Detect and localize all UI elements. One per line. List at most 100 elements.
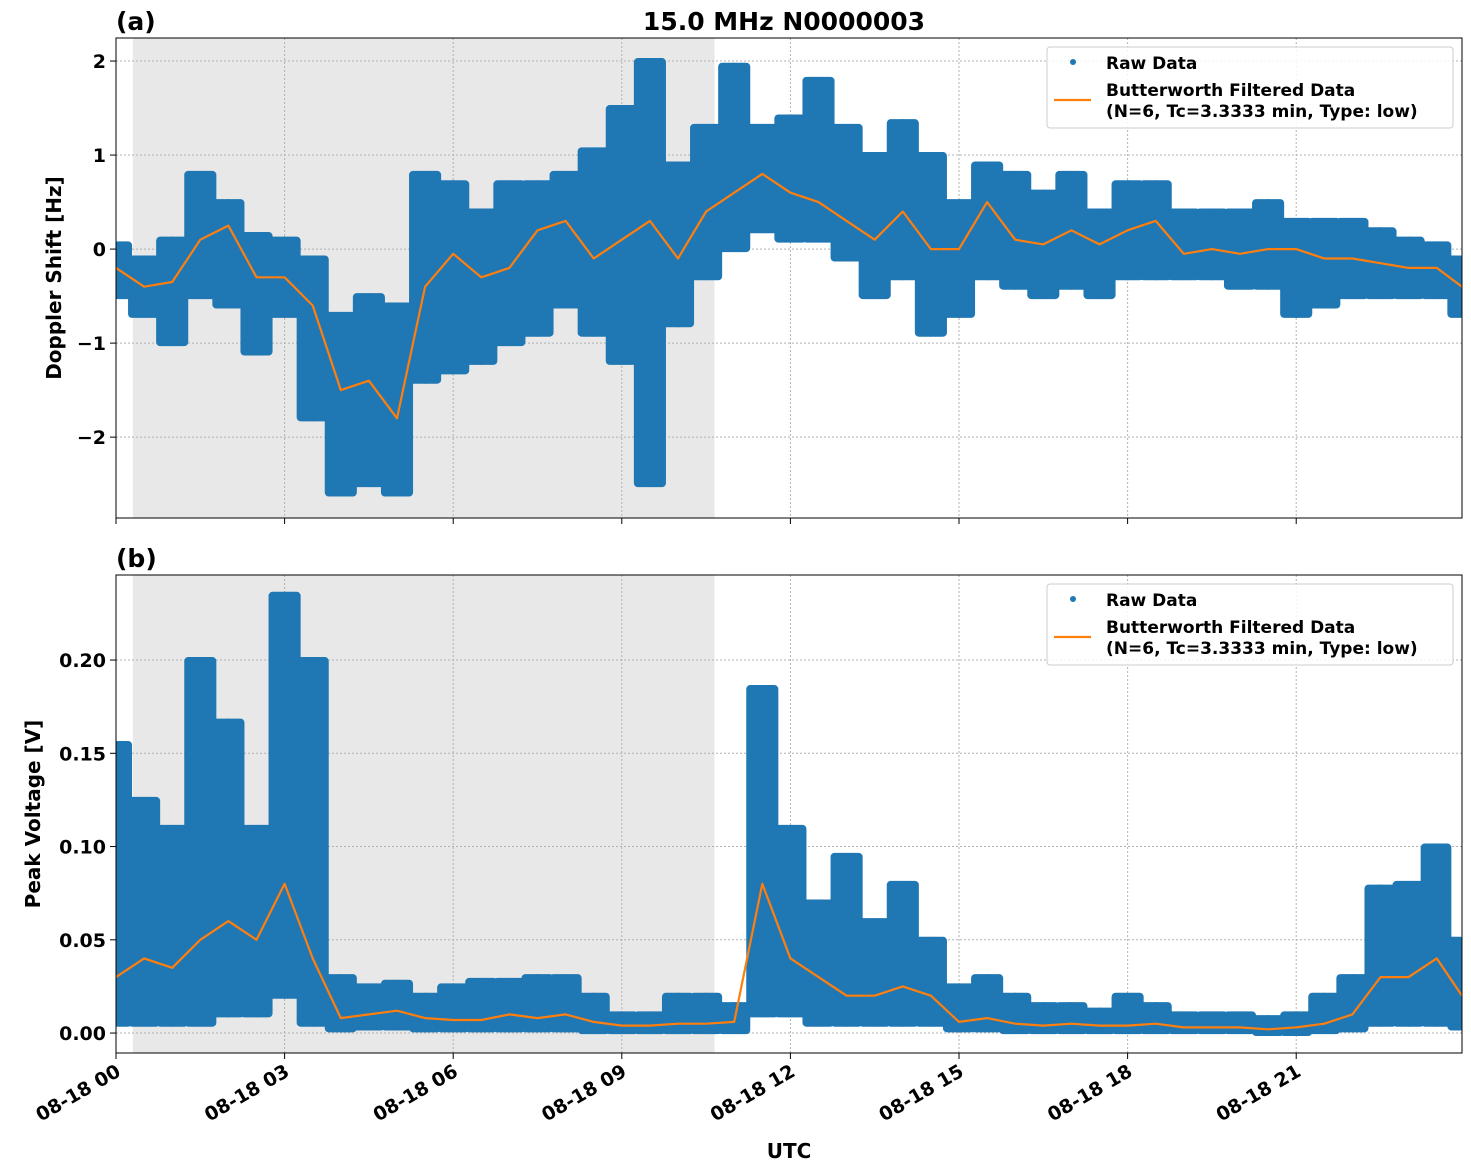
raw-data-range <box>409 170 442 384</box>
raw-data-point <box>675 321 682 328</box>
raw-data-range <box>1083 1007 1116 1035</box>
raw-data-point <box>534 1026 541 1033</box>
raw-data-range <box>1364 884 1397 1027</box>
raw-data-point <box>1349 217 1356 224</box>
raw-data-range <box>914 152 947 337</box>
raw-data-point <box>927 330 934 337</box>
raw-data-range <box>184 657 217 1027</box>
raw-data-point <box>899 1020 906 1027</box>
raw-data-point <box>1068 1028 1075 1035</box>
raw-data-point <box>956 199 963 206</box>
raw-data-point <box>1180 274 1187 281</box>
raw-data-point <box>1152 1028 1159 1035</box>
raw-data-point <box>927 152 934 159</box>
legend-raw-marker <box>1070 596 1076 602</box>
raw-data-point <box>618 1028 625 1035</box>
raw-data-point <box>225 199 232 206</box>
raw-data-point <box>562 1026 569 1033</box>
raw-data-point <box>590 330 597 337</box>
raw-data-point <box>337 490 344 497</box>
raw-data-point <box>984 161 991 168</box>
raw-data-point <box>169 340 176 347</box>
raw-data-point <box>1237 1011 1244 1018</box>
raw-data-point <box>197 1020 204 1027</box>
raw-data-range <box>633 1011 666 1035</box>
raw-data-point <box>506 977 513 984</box>
raw-data-point <box>1096 208 1103 215</box>
raw-data-range <box>802 76 835 243</box>
raw-data-range <box>128 796 161 1027</box>
raw-data-range <box>493 977 526 1033</box>
raw-data-point <box>365 293 372 300</box>
raw-data-point <box>1208 1028 1215 1035</box>
raw-data-range <box>465 977 498 1033</box>
raw-data-point <box>871 918 878 925</box>
raw-data-range <box>1083 208 1116 300</box>
raw-data-range <box>858 152 891 300</box>
raw-data-point <box>1012 283 1019 290</box>
raw-data-point <box>1237 283 1244 290</box>
legend-raw-label: Raw Data <box>1106 591 1197 611</box>
raw-data-point <box>590 147 597 154</box>
y-tick-label: 0.15 <box>59 743 106 765</box>
raw-data-point <box>1237 208 1244 215</box>
raw-data-point <box>1405 880 1412 887</box>
raw-data-point <box>1265 1030 1272 1037</box>
raw-data-range <box>1252 1015 1285 1037</box>
raw-data-point <box>1405 236 1412 243</box>
raw-data-point <box>1152 1002 1159 1009</box>
raw-data-point <box>1152 274 1159 281</box>
raw-data-point <box>1377 227 1384 234</box>
raw-data-range <box>156 236 189 347</box>
raw-data-range <box>886 880 919 1027</box>
legend-box <box>1046 583 1454 666</box>
y-tick-label: 1 <box>93 145 106 167</box>
raw-data-point <box>1208 208 1215 215</box>
raw-data-range <box>746 685 779 1018</box>
raw-data-range <box>116 241 133 300</box>
raw-data-point <box>1124 1028 1131 1035</box>
raw-data-range <box>1336 974 1369 1033</box>
raw-data-point <box>1124 274 1131 281</box>
raw-data-point <box>1293 1011 1300 1018</box>
raw-data-range <box>605 105 638 365</box>
raw-data-point <box>843 123 850 130</box>
raw-data-point <box>1377 1020 1384 1027</box>
raw-data-point <box>422 170 429 177</box>
raw-data-point <box>1265 283 1272 290</box>
raw-data-point <box>1433 843 1440 850</box>
raw-data-point <box>646 1011 653 1018</box>
raw-data-point <box>1040 293 1047 300</box>
raw-data-point <box>1459 255 1462 262</box>
raw-data-point <box>1012 992 1019 999</box>
legend-filtered-params: (N=6, Tc=3.3333 min, Type: low) <box>1106 102 1418 122</box>
y-tick-label: 0.05 <box>59 930 106 952</box>
raw-data-range <box>1392 880 1425 1027</box>
raw-data-point <box>197 170 204 177</box>
raw-data-range <box>1111 992 1144 1035</box>
raw-data-range <box>352 293 385 488</box>
raw-data-point <box>1096 1007 1103 1014</box>
raw-data-point <box>731 246 738 253</box>
raw-data-point <box>1040 1002 1047 1009</box>
raw-data-point <box>141 311 148 318</box>
raw-data-range <box>1280 1011 1313 1037</box>
x-tick-label: 08-18 06 <box>369 1060 461 1126</box>
raw-data-range <box>352 983 385 1031</box>
raw-data-point <box>253 349 260 356</box>
raw-data-point <box>253 1011 260 1018</box>
raw-data-point <box>590 1028 597 1035</box>
raw-data-point <box>225 718 232 725</box>
raw-data-point <box>309 415 316 422</box>
raw-data-point <box>1349 293 1356 300</box>
legend-filtered-label: Butterworth Filtered Data <box>1106 81 1355 101</box>
raw-data-range <box>240 824 273 1018</box>
raw-data-point <box>1124 180 1131 187</box>
y-tick-label: 0.10 <box>59 837 106 859</box>
raw-data-point <box>450 983 457 990</box>
x-axis-label: UTC <box>767 1139 812 1163</box>
raw-data-point <box>731 62 738 69</box>
raw-data-point <box>394 302 401 309</box>
raw-data-point <box>337 974 344 981</box>
raw-data-point <box>506 180 513 187</box>
